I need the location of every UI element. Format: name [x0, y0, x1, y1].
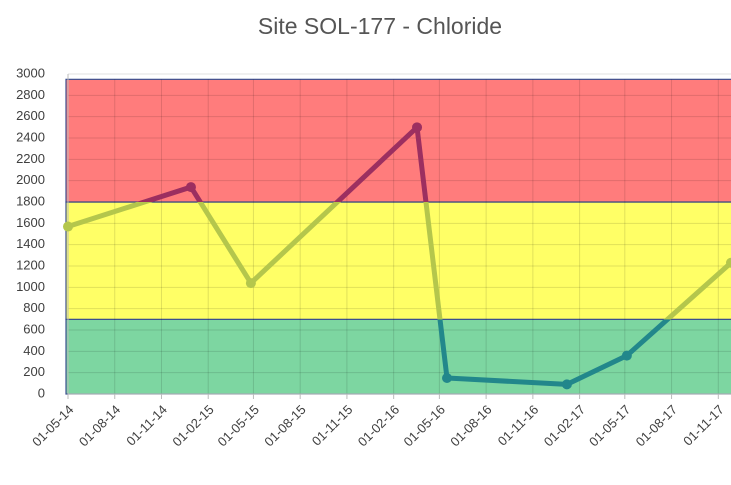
x-tick-label: 01-05-16 [401, 402, 448, 449]
y-tick-label: 200 [23, 364, 45, 379]
point [412, 122, 423, 133]
point [726, 257, 731, 268]
chart-title: Site SOL-177 - Chloride [258, 13, 502, 39]
y-tick-label: 2800 [16, 87, 45, 102]
y-tick-label: 2200 [16, 151, 45, 166]
series-line [67, 202, 731, 320]
y-tick-label: 600 [23, 321, 45, 336]
y-tick-label: 400 [23, 343, 45, 358]
series-line [437, 319, 672, 387]
y-tick-label: 3000 [16, 65, 45, 80]
y-tick-label: 1600 [16, 215, 45, 230]
x-tick-label: 01-05-14 [29, 402, 76, 449]
y-tick-label: 800 [23, 300, 45, 315]
point [63, 221, 73, 232]
y-tick-label: 1000 [16, 279, 45, 294]
point [442, 373, 453, 383]
point [245, 278, 256, 289]
x-tick-label: 01-08-14 [76, 402, 123, 449]
x-tick-label: 01-05-17 [586, 402, 633, 449]
band [65, 201, 731, 320]
point [561, 379, 572, 390]
y-tick-label: 1800 [16, 193, 45, 208]
x-tick-label: 01-05-15 [215, 402, 262, 449]
x-tick-label: 01-11-14 [123, 402, 170, 449]
y-tick-label: 2000 [16, 172, 45, 187]
y-tick-label: 2400 [16, 129, 45, 144]
point [185, 182, 196, 193]
y-tick-label: 1400 [16, 236, 45, 251]
x-tick-label: 01-02-15 [169, 402, 216, 449]
x-tick-label: 01-11-16 [495, 402, 542, 449]
x-tick-label: 01-08-16 [447, 402, 494, 449]
x-tick-label: 01-02-16 [355, 402, 402, 449]
x-tick-label: 01-11-17 [680, 402, 727, 449]
x-tick-label: 01-11-15 [309, 402, 356, 449]
point [621, 350, 632, 361]
x-tick-label: 01-08-17 [633, 402, 680, 449]
x-tick-label: 01-02-17 [541, 402, 588, 449]
y-tick-label: 2600 [16, 108, 45, 123]
band [65, 78, 731, 203]
y-tick-label: 0 [38, 385, 45, 400]
y-tick-label: 1200 [16, 257, 45, 272]
x-tick-label: 01-08-15 [261, 402, 308, 449]
